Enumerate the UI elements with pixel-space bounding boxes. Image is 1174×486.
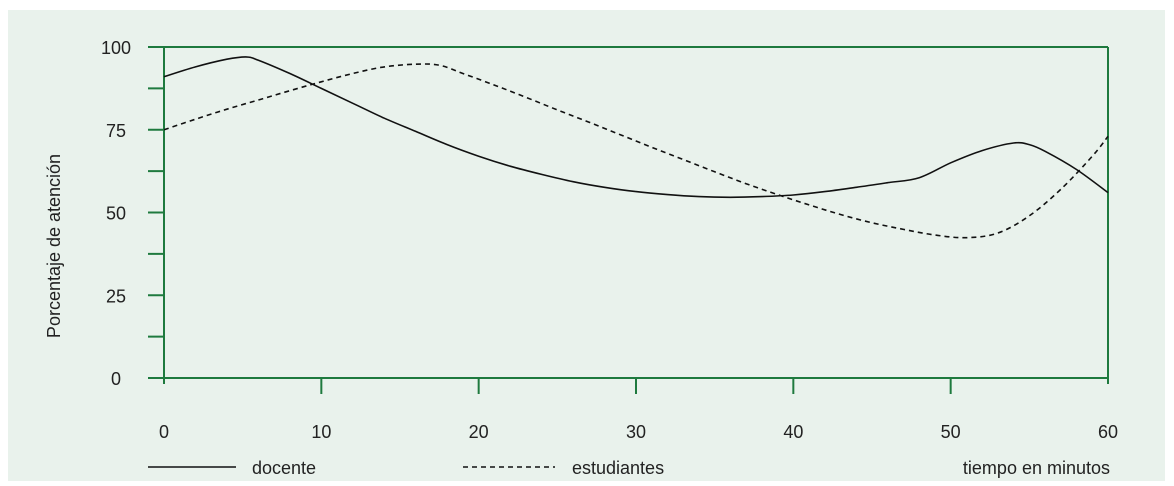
y-ticks-group: 0 25 50 75 100 xyxy=(101,38,164,389)
x-tick-label: 40 xyxy=(783,422,803,442)
x-tick-label: 60 xyxy=(1098,422,1118,442)
legend-label-estudiantes: estudiantes xyxy=(572,458,664,478)
legend: docente estudiantes xyxy=(148,458,664,478)
x-ticks-group: 0 10 20 30 40 50 60 xyxy=(159,378,1118,442)
x-tick-label: 30 xyxy=(626,422,646,442)
x-tick-label: 20 xyxy=(469,422,489,442)
y-tick-label: 0 xyxy=(111,369,121,389)
legend-label-docente: docente xyxy=(252,458,316,478)
y-axis-label: Porcentaje de atención xyxy=(44,154,64,338)
y-tick-label: 25 xyxy=(106,286,126,306)
series-group xyxy=(163,56,1109,239)
x-tick-label: 50 xyxy=(941,422,961,442)
y-tick-label: 100 xyxy=(101,38,131,58)
series-line-docente xyxy=(163,56,1109,199)
x-axis-label: tiempo en minutos xyxy=(963,458,1110,478)
x-tick-label: 10 xyxy=(311,422,331,442)
axes-group xyxy=(148,46,1109,384)
x-tick-label: 0 xyxy=(159,422,169,442)
y-tick-label: 50 xyxy=(106,204,126,224)
y-tick-label: 75 xyxy=(106,121,126,141)
series-line-estudiantes xyxy=(163,63,1109,239)
chart-background xyxy=(8,10,1165,481)
